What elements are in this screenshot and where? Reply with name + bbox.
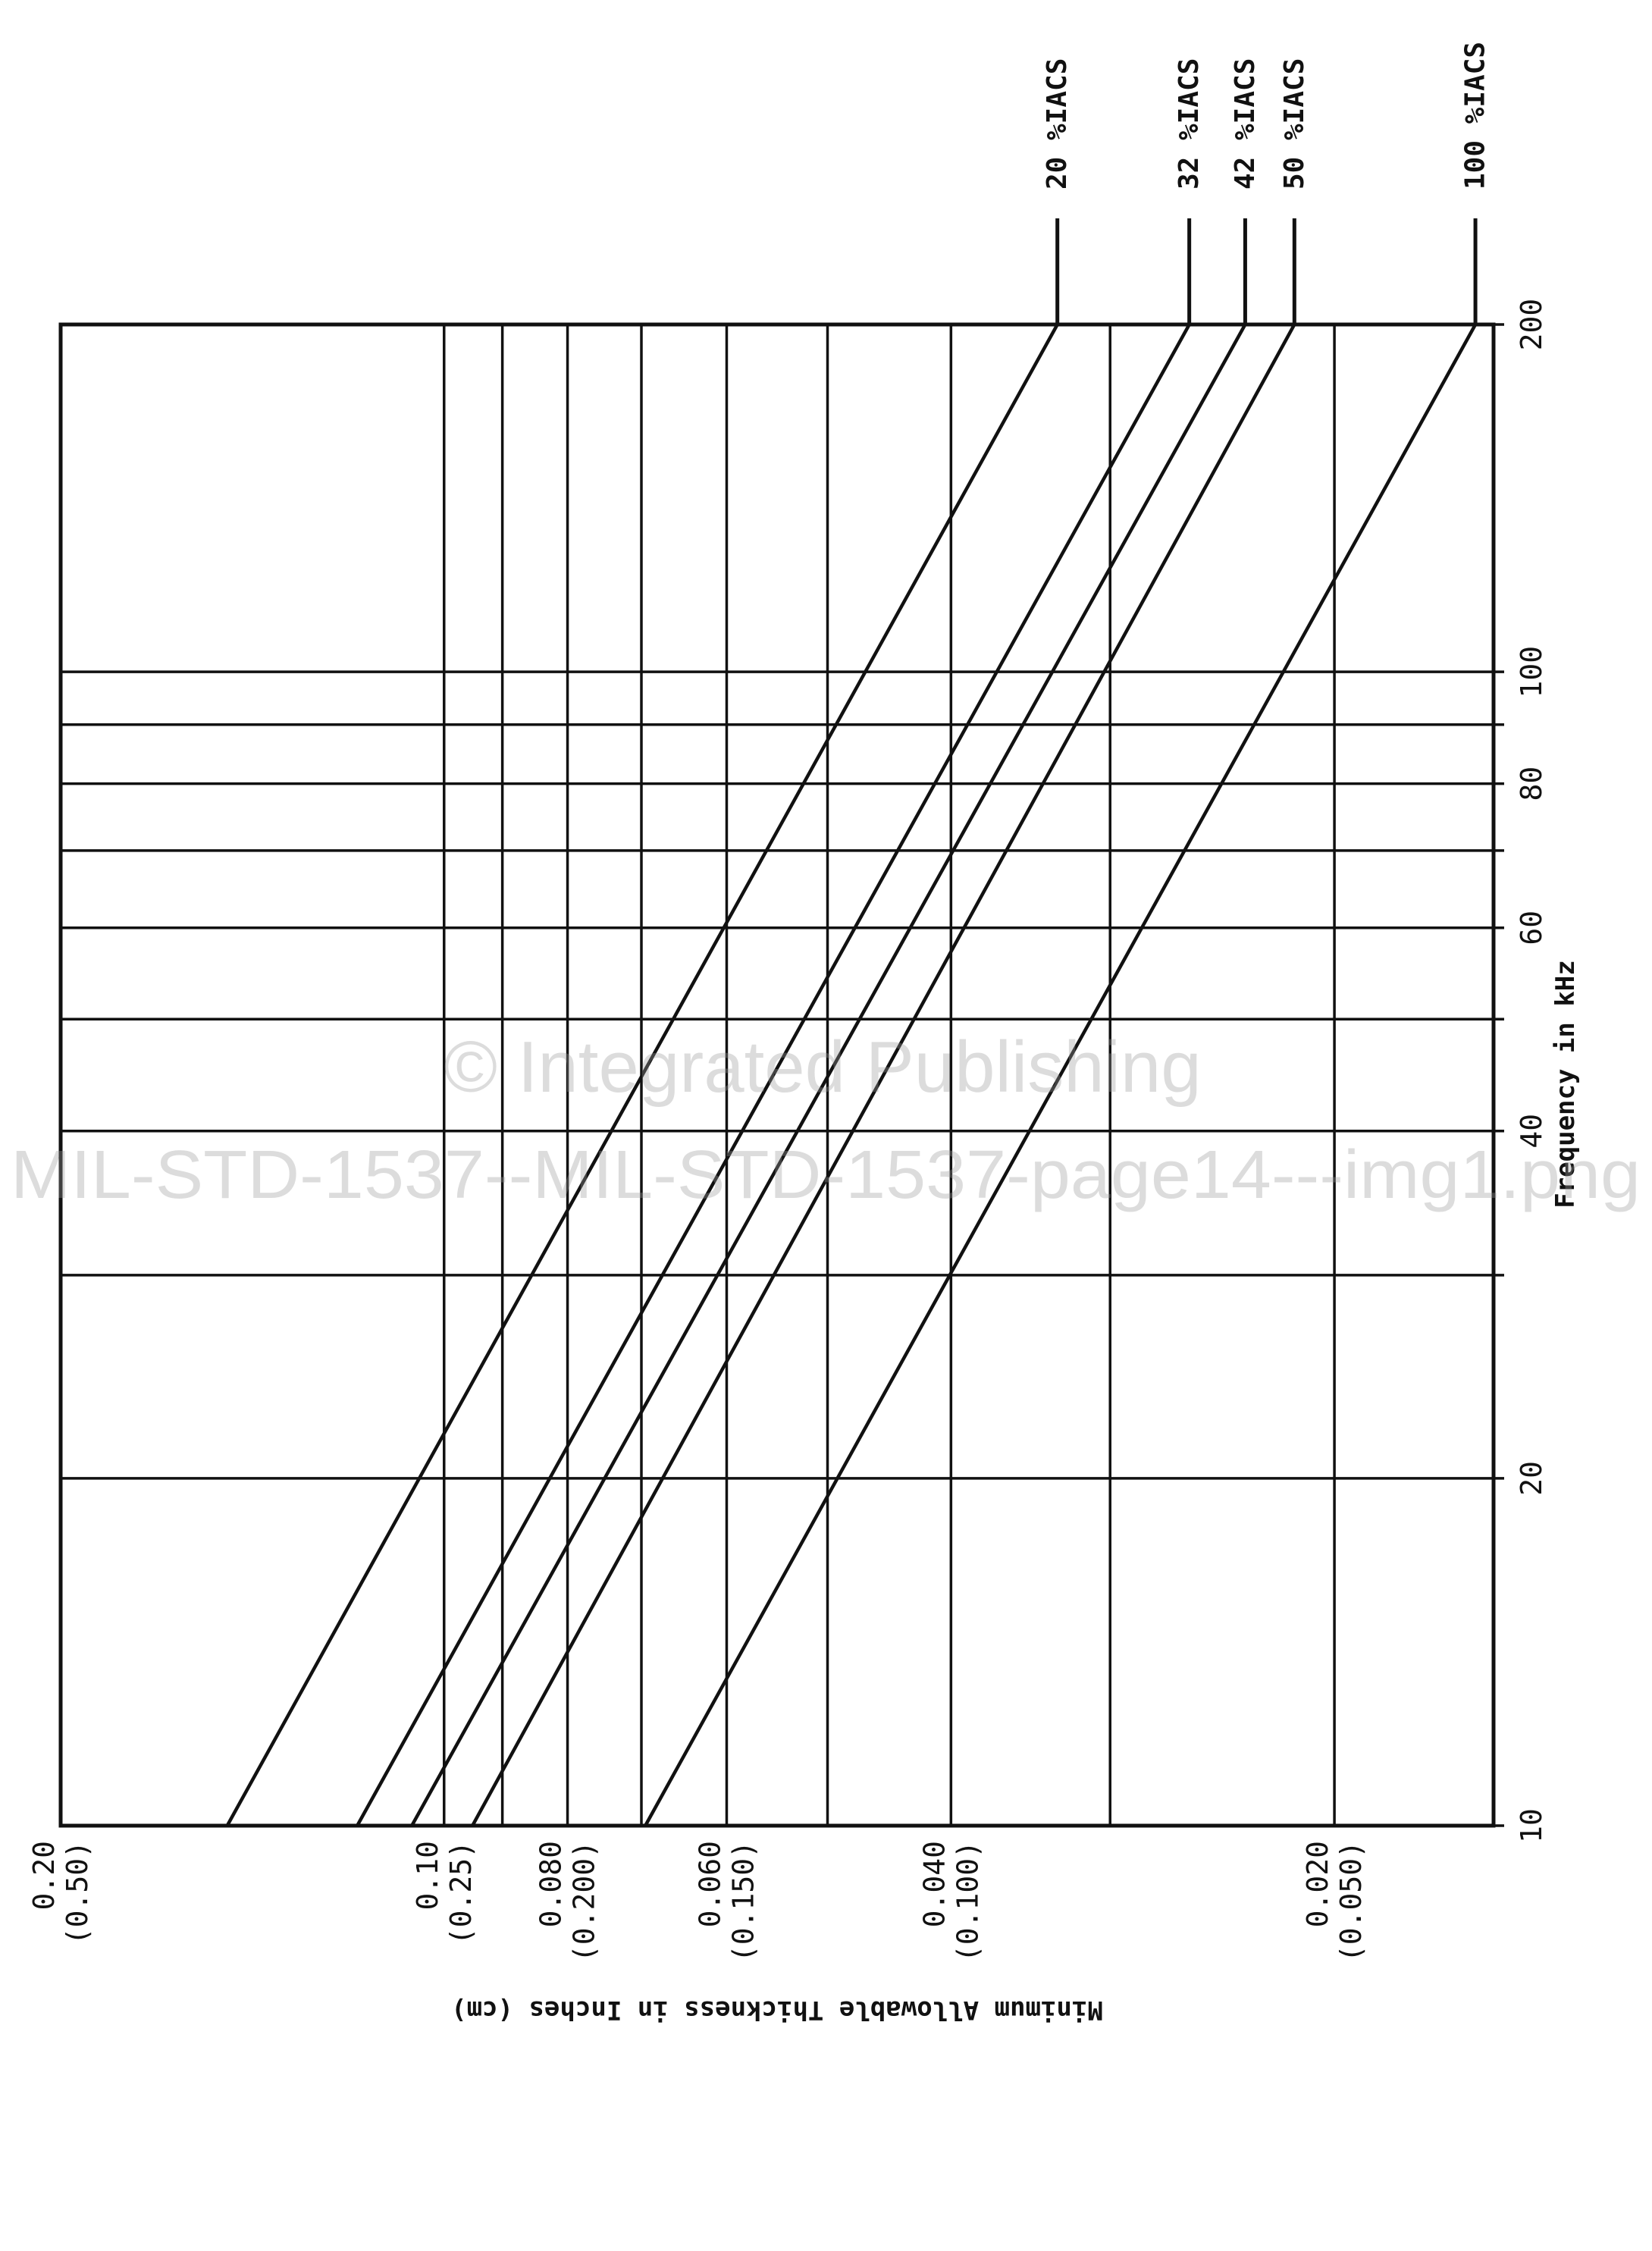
x-tick-label: 10: [1515, 1808, 1548, 1843]
series-label: 100 %IACS: [1460, 42, 1491, 190]
series-line: [356, 323, 1191, 1827]
y-tick-label-cm: (0.50): [61, 1841, 94, 1945]
series-line: [644, 323, 1478, 1827]
y-tick-label-cm: (0.050): [1334, 1841, 1368, 1962]
y-tick-label: 0.080: [534, 1841, 568, 1927]
series-line: [471, 323, 1296, 1827]
x-tick-label: 40: [1515, 1114, 1548, 1149]
y-tick-label: 0.040: [917, 1841, 951, 1927]
series-line: [410, 323, 1247, 1827]
plot-frame: [58, 322, 1496, 1828]
grid: [61, 323, 1504, 1827]
y-tick-label: 0.020: [1301, 1841, 1334, 1927]
labels: 10 20 40 60 80 100 200 0.20 (0.50) 0.10 (0.25) 0.08…: [27, 42, 1548, 1962]
series-lines: [225, 218, 1478, 1827]
series-label: 20 %IACS: [1042, 58, 1073, 190]
y-tick-label-cm: (0.150): [726, 1841, 760, 1962]
x-tick-label: 80: [1515, 767, 1548, 801]
x-tick-label: 60: [1515, 911, 1548, 945]
y-tick-label: 0.10: [411, 1841, 444, 1911]
series-line: [225, 323, 1059, 1827]
y-tick-label: 0.20: [27, 1841, 61, 1911]
y-tick-label: 0.060: [693, 1841, 726, 1927]
x-axis-title: Frequency in kHz: [1550, 960, 1581, 1209]
x-tick-label: 100: [1515, 646, 1548, 698]
series-label: 42 %IACS: [1230, 58, 1261, 190]
watermark-line-2: MIL-STD-1537--MIL-STD-1537-page14---img1…: [11, 1137, 1641, 1213]
y-tick-label-cm: (0.100): [951, 1841, 984, 1962]
watermark-line-1: © Integrated Publishing: [444, 1027, 1201, 1108]
y-axis-title: Minimum Allowable Thickness in Inches (c…: [451, 1995, 1103, 2025]
series-label: 32 %IACS: [1174, 58, 1205, 190]
x-tick-label: 20: [1515, 1461, 1548, 1496]
y-tick-label-cm: (0.200): [568, 1841, 601, 1962]
y-tick-label-cm: (0.25): [444, 1841, 478, 1945]
x-tick-label: 200: [1515, 299, 1548, 351]
series-label: 50 %IACS: [1279, 58, 1310, 190]
